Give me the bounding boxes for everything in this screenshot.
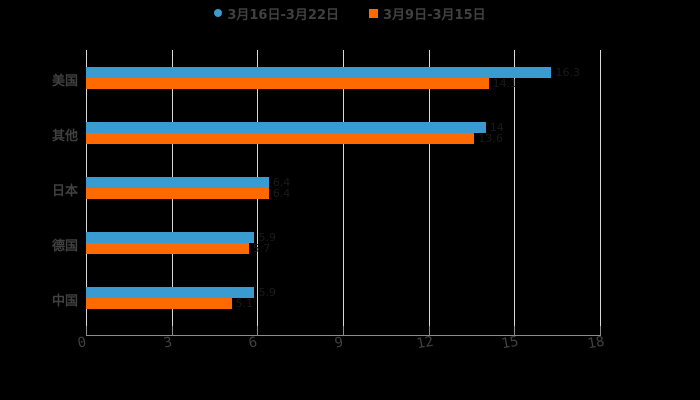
data-label: 5.1 [235, 297, 254, 310]
x-tick-label: 9 [333, 334, 345, 352]
data-label: 5.9 [258, 286, 276, 299]
x-tick-label: 3 [162, 334, 174, 352]
bar[interactable] [86, 133, 475, 144]
axis-tick [600, 326, 601, 336]
category-label: 美国 [51, 74, 78, 89]
chart-legend: 3月16日-3月22日 3月9日-3月15日 [0, 3, 700, 23]
data-label: 5.9 [258, 231, 276, 244]
data-label: 6.4 [272, 187, 291, 200]
category-label: 日本 [51, 184, 78, 199]
legend-item-series-2[interactable]: 3月9日-3月15日 [369, 4, 486, 23]
legend-label: 3月16日-3月22日 [227, 7, 340, 23]
data-label: 13.6 [478, 132, 503, 145]
axis-tick [343, 326, 344, 336]
legend-item-series-1[interactable]: 3月16日-3月22日 [214, 4, 339, 23]
x-axis-line [86, 335, 601, 336]
x-tick-label: 0 [76, 334, 88, 352]
data-label: 6.4 [272, 176, 291, 189]
bar[interactable] [86, 287, 255, 298]
category-label: 德国 [51, 239, 78, 254]
axis-tick [429, 326, 430, 336]
category-label: 中国 [51, 294, 78, 309]
bar[interactable] [86, 243, 249, 254]
gridline [429, 50, 430, 326]
category-label: 其他 [51, 129, 78, 144]
x-tick-label: 18 [586, 333, 606, 353]
bar[interactable] [86, 122, 486, 133]
data-label: 16.3 [555, 66, 580, 79]
bar[interactable] [86, 78, 489, 89]
x-tick-label: 12 [415, 333, 435, 353]
circle-marker-icon [214, 9, 223, 17]
gridline [343, 50, 344, 326]
data-label: 5.7 [252, 242, 271, 255]
axis-tick [514, 326, 515, 336]
bar[interactable] [86, 298, 232, 309]
x-tick-label: 15 [500, 333, 520, 353]
bar[interactable] [86, 177, 269, 188]
square-marker-icon [369, 8, 379, 18]
axis-tick [86, 326, 87, 336]
x-tick-label: 6 [247, 334, 259, 352]
gridline [514, 50, 515, 326]
axis-tick [257, 326, 258, 336]
axis-tick [172, 326, 173, 336]
gridline [600, 50, 601, 326]
bar[interactable] [86, 188, 269, 199]
bar[interactable] [86, 232, 255, 243]
data-label: 14 [489, 121, 504, 134]
bar[interactable] [86, 67, 552, 78]
data-label: 14.1 [492, 77, 518, 90]
legend-label: 3月9日-3月15日 [383, 7, 486, 23]
